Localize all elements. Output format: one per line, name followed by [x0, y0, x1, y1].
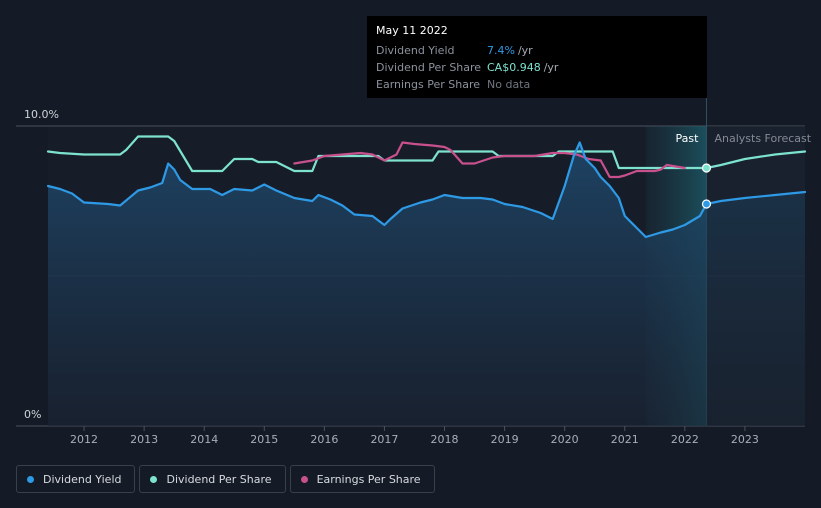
- dividend-yield-dot-icon: [27, 475, 34, 483]
- earnings-per-share-line: [293, 141, 686, 179]
- tooltip-label: Dividend Per Share: [376, 61, 482, 74]
- x-tick-label: 2016: [310, 433, 338, 446]
- x-tick-label: 2023: [731, 433, 759, 446]
- tooltip-row-dividend-per-share: Dividend Per Share CA$0.948 /yr: [376, 59, 698, 76]
- dividend-per-share-dot-icon: [150, 475, 158, 483]
- x-tick-label: 2018: [431, 433, 459, 446]
- hover-tooltip: May 11 2022 Dividend Yield 7.4% /yr Divi…: [367, 16, 707, 98]
- x-tick-label: 2020: [551, 433, 579, 446]
- y-tick-label: 0%: [24, 408, 41, 421]
- x-tick-label: 2019: [491, 433, 519, 446]
- x-tick-label: 2017: [370, 433, 398, 446]
- x-tick-label: 2013: [130, 433, 158, 446]
- dividend-per-share-marker: [701, 163, 712, 173]
- tooltip-row-earnings-per-share: Earnings Per Share No data: [376, 76, 698, 93]
- tooltip-label: Dividend Yield: [376, 44, 455, 57]
- dividend-per-share-forecast-line: [705, 150, 807, 170]
- legend-item-dividend-per-share[interactable]: Dividend Per Share: [139, 465, 286, 493]
- legend-label: Dividend Yield: [43, 472, 122, 486]
- tooltip-value: No data: [487, 78, 531, 91]
- forecast-label: Analysts Forecast: [714, 132, 811, 145]
- x-tick-label: 2015: [250, 433, 278, 446]
- x-tick-label: 2014: [190, 433, 218, 446]
- tooltip-label: Earnings Per Share: [376, 78, 481, 91]
- tooltip-row-dividend-yield: Dividend Yield 7.4% /yr: [376, 42, 698, 59]
- x-tick-label: 2022: [671, 433, 699, 446]
- tooltip-unit: /yr: [517, 44, 533, 57]
- tooltip-date: May 11 2022: [376, 24, 448, 37]
- dividend-yield-marker: [701, 199, 712, 209]
- x-tick-label: 2021: [611, 433, 639, 446]
- dividend-per-share-line: [46, 135, 708, 173]
- legend-item-earnings-per-share[interactable]: Earnings Per Share: [289, 465, 435, 493]
- legend-label: Dividend Per Share: [166, 472, 272, 486]
- tooltip-unit: /yr: [543, 61, 559, 74]
- legend-label: Earnings Per Share: [316, 472, 421, 486]
- past-label: Past: [676, 132, 700, 145]
- tooltip-value: 7.4%: [487, 44, 515, 57]
- dividend-yield-forecast-line: [705, 190, 807, 206]
- dividend-yield-line: [46, 141, 708, 239]
- dividend-yield-area: [48, 142, 707, 426]
- y-tick-label: 10.0%: [24, 108, 59, 121]
- legend-item-dividend-yield[interactable]: Dividend Yield: [16, 465, 136, 493]
- tooltip-value: CA$0.948: [487, 61, 541, 74]
- chart-legend: Dividend Yield Dividend Per Share Earnin…: [16, 465, 435, 493]
- dividend-yield-area: [706, 192, 805, 426]
- x-tick-label: 2012: [70, 433, 98, 446]
- earnings-per-share-dot-icon: [300, 475, 308, 483]
